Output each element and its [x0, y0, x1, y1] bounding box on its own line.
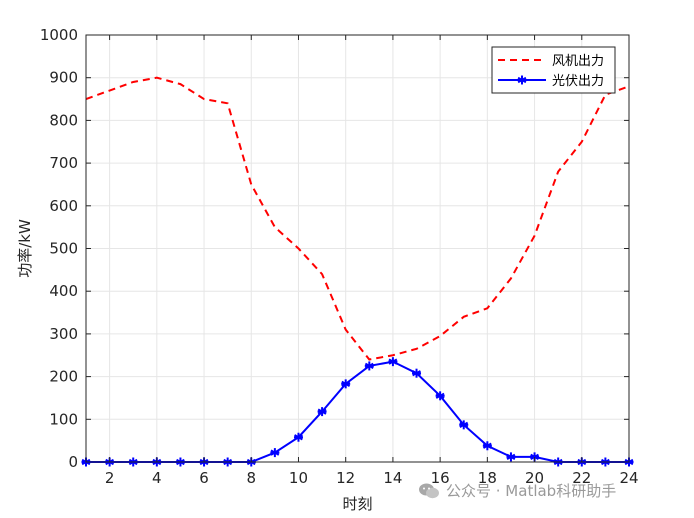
y-tick-label: 700 [49, 154, 78, 172]
data-point [388, 357, 398, 367]
x-tick-label: 8 [246, 469, 256, 487]
y-tick-label: 200 [49, 368, 78, 386]
series-line-1 [85, 76, 630, 361]
x-tick-label: 6 [199, 469, 209, 487]
data-point [482, 441, 492, 451]
y-tick-label: 900 [49, 69, 78, 87]
x-tick-label: 4 [152, 469, 162, 487]
y-tick-label: 300 [49, 325, 78, 343]
x-tick-label: 14 [383, 469, 402, 487]
y-tick-label: 0 [68, 453, 78, 471]
x-tick-label: 12 [336, 469, 355, 487]
y-tick-label: 1000 [40, 26, 78, 44]
x-tick-label: 22 [572, 469, 591, 487]
x-tick-label: 10 [289, 469, 308, 487]
data-point [459, 420, 469, 430]
x-tick-label: 16 [431, 469, 450, 487]
x-tick-label: 18 [478, 469, 497, 487]
tick-labels: 2 4 6 8 10 12 14 16 18 20 22 2401002003004005006007… [40, 26, 639, 487]
series-layer [81, 76, 634, 467]
legend-label: 风机出力 [552, 54, 604, 69]
y-tick-label: 100 [49, 410, 78, 428]
data-point [317, 407, 327, 417]
legend-box [491, 46, 616, 94]
data-point [341, 379, 351, 389]
grid-lines [86, 34, 630, 463]
data-point [364, 361, 374, 371]
y-tick-label: 500 [49, 240, 78, 258]
y-tick-label: 400 [49, 282, 78, 300]
x-tick-label: 2 [105, 469, 115, 487]
y-axis-label: 功率/kW [16, 219, 34, 278]
x-tick-label: 24 [619, 469, 638, 487]
data-point [435, 391, 445, 401]
legend-label: 光伏出力 [552, 74, 604, 89]
y-tick-label: 600 [49, 197, 78, 215]
x-axis-label: 时刻 [342, 495, 372, 513]
data-point [506, 452, 516, 462]
wechat-icon [419, 483, 439, 498]
data-point [293, 432, 303, 442]
x-tick-label: 20 [525, 469, 544, 487]
watermark: 公众号 · Matlab科研助手 [418, 480, 616, 501]
data-point [270, 448, 280, 458]
data-point [412, 368, 422, 378]
watermark-text: 公众号 · Matlab科研助手 [446, 482, 617, 500]
legend-marker [517, 75, 527, 85]
y-tick-label: 800 [49, 111, 78, 129]
